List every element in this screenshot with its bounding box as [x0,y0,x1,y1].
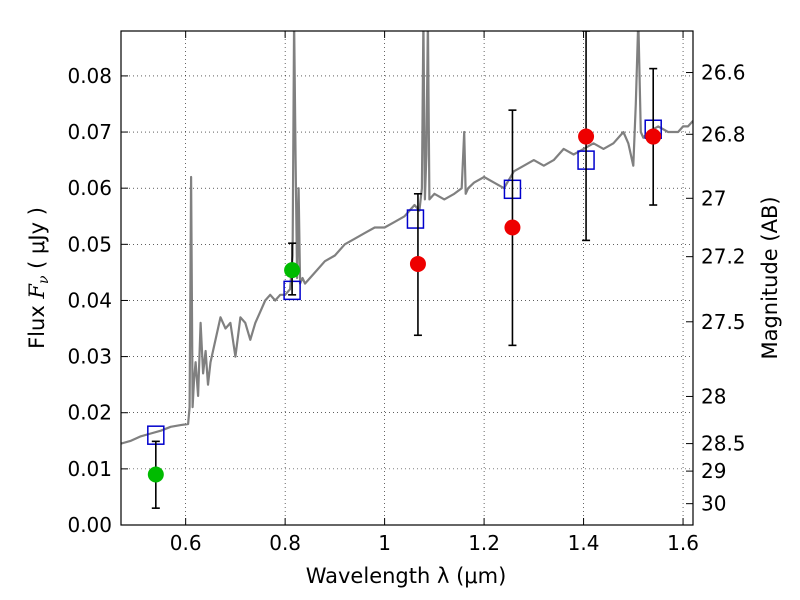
x-tick-label: 0.6 [170,531,202,555]
y2-tick-label: 29 [701,459,726,483]
y-tick-label: 0.03 [67,345,112,369]
flux-point [504,219,521,236]
y2-tick-label: 28.5 [701,432,746,456]
flux-point [645,128,662,145]
spectrum-line [121,31,693,445]
plot-background [121,31,693,525]
flux-point [578,128,595,145]
flux-point [147,466,164,483]
y2-axis-title: Magnitude (AB) [758,196,782,359]
flux-point [409,255,426,272]
y2-tick-label: 27 [701,186,726,210]
y-tick-label: 0.06 [67,176,112,200]
x-tick-label: 1.6 [667,531,699,555]
plot-content [121,31,693,509]
y-tick-label: 0.05 [67,232,112,256]
y-axis-title-unit: ( μJy ) [25,207,49,275]
x-tick-label: 1.4 [568,531,600,555]
x-axis-title: Wavelength λ (μm) [306,564,507,588]
y-axis-title-symbol: F [25,283,49,300]
y2-tick-label: 30 [701,492,726,516]
y-tick-label: 0.02 [67,401,112,425]
ticks: 0.6 0.8 1 1.2 1.4 1.6 0.00 0.01 0.02 0.03 0.04 0.05… [67,31,746,555]
y-tick-label: 0.08 [67,64,112,88]
y2-tick-label: 28 [701,384,726,408]
y-tick-label: 0.00 [67,513,112,537]
x-tick-label: 0.8 [269,531,301,555]
y-axis-title: Flux Fν ( μJy ) [25,207,52,349]
y-axis-title-subscript: ν [36,275,52,284]
y-tick-label: 0.07 [67,120,112,144]
x-tick-label: 1 [378,531,391,555]
y2-tick-label: 26.6 [701,61,746,85]
y2-tick-label: 27.2 [701,245,746,269]
y-tick-label: 0.04 [67,288,112,312]
flux-point [284,262,301,279]
y-tick-label: 0.01 [67,457,112,481]
model-square-point [406,209,425,229]
plot-frame [120,30,694,526]
y2-tick-label: 27.5 [701,310,746,334]
y-axis-title-text: Flux [25,299,49,349]
x-tick-label: 1.2 [468,531,500,555]
y2-tick-label: 26.8 [701,122,746,146]
